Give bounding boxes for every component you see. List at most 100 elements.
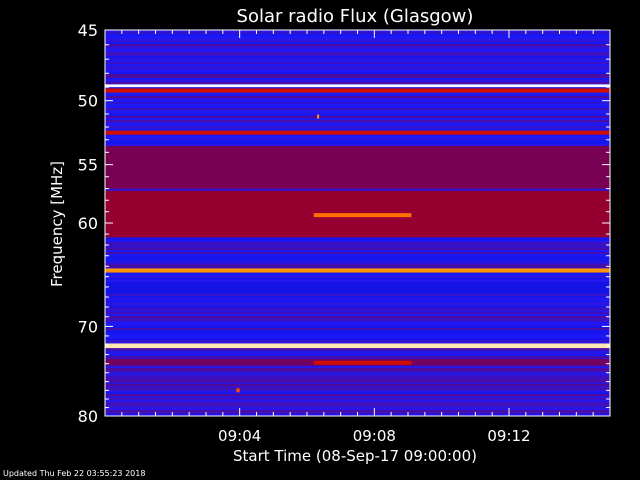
background-row (105, 188, 610, 190)
background-row (105, 74, 610, 76)
background-row (105, 34, 610, 36)
background-row (105, 258, 610, 260)
background-row (105, 140, 610, 142)
background-row (105, 390, 610, 392)
background-row (105, 40, 610, 42)
background-row (105, 134, 610, 136)
background-row (105, 114, 610, 116)
background-row (105, 120, 610, 122)
frequency-band (105, 88, 610, 93)
y-axis-label: Frequency [MHz] (48, 161, 66, 287)
background-row (105, 56, 610, 58)
background-row (105, 394, 610, 396)
background-row (105, 126, 610, 128)
background-row (105, 372, 610, 374)
background-row (105, 324, 610, 326)
x-tick-label: 09:12 (487, 427, 530, 445)
background-row (105, 380, 610, 382)
background-row (105, 92, 610, 94)
background-row (105, 384, 610, 386)
background-row (105, 338, 610, 340)
background-row (105, 68, 610, 70)
burst-event (236, 388, 240, 393)
burst-event (313, 213, 412, 218)
y-tick-label: 80 (78, 407, 98, 426)
background-row (105, 106, 610, 108)
background-row (105, 52, 610, 54)
background-row (105, 306, 610, 308)
background-row (105, 60, 610, 62)
background-row (105, 124, 610, 126)
background-row (105, 302, 610, 304)
background-row (105, 382, 610, 384)
frequency-band (105, 146, 610, 189)
plot-area (105, 30, 610, 416)
background-row (105, 70, 610, 72)
background-row (105, 406, 610, 408)
background-row (105, 44, 610, 46)
background-row (105, 398, 610, 400)
background-row (105, 142, 610, 144)
background-row (105, 326, 610, 328)
x-axis-label: Start Time (08-Sep-17 09:00:00) (233, 447, 477, 465)
background-row (105, 294, 610, 296)
background-row (105, 46, 610, 48)
burst-event (317, 114, 320, 119)
background-row (105, 256, 610, 258)
background-row (105, 136, 610, 138)
background-row (105, 280, 610, 282)
background-row (105, 72, 610, 74)
background-row (105, 374, 610, 376)
background-row (105, 54, 610, 56)
background-row (105, 254, 610, 256)
background-row (105, 246, 610, 248)
background-row (105, 342, 610, 344)
background-row (105, 366, 610, 368)
background-row (105, 82, 610, 84)
background-row (105, 348, 610, 350)
background-row (105, 368, 610, 370)
background-row (105, 320, 610, 322)
y-tick-label: 55 (78, 156, 98, 175)
background-row (105, 300, 610, 302)
background-row (105, 102, 610, 104)
x-tick-label: 09:04 (218, 427, 261, 445)
background-row (105, 298, 610, 300)
background-row (105, 274, 610, 276)
background-row (105, 388, 610, 390)
background-row (105, 58, 610, 60)
background-row (105, 386, 610, 388)
background-row (105, 356, 610, 358)
y-tick-label: 70 (78, 317, 98, 336)
background-row (105, 248, 610, 250)
background-row (105, 96, 610, 98)
background-row (105, 370, 610, 372)
background-row (105, 308, 610, 310)
chart-title: Solar radio Flux (Glasgow) (237, 6, 474, 27)
frequency-band (105, 268, 610, 273)
background-row (105, 108, 610, 110)
background-row (105, 312, 610, 314)
background-row (105, 100, 610, 102)
y-tick-label: 60 (78, 214, 98, 233)
background-row (105, 272, 610, 274)
background-row (105, 78, 610, 80)
background-row (105, 304, 610, 306)
background-row (105, 98, 610, 100)
background-row (105, 112, 610, 114)
background-row (105, 64, 610, 66)
background-row (105, 122, 610, 124)
background-row (105, 400, 610, 402)
background-row (105, 110, 610, 112)
background-row (105, 296, 610, 298)
background-row (105, 262, 610, 264)
axis-tick-labels: 09:04 09:08 09:12 45 50 55 60 70 80 (78, 21, 531, 445)
background-row (105, 330, 610, 332)
background-row (105, 238, 610, 240)
background-row (105, 38, 610, 40)
background-row (105, 104, 610, 106)
background-row (105, 48, 610, 50)
background-row (105, 376, 610, 378)
background-row (105, 408, 610, 410)
